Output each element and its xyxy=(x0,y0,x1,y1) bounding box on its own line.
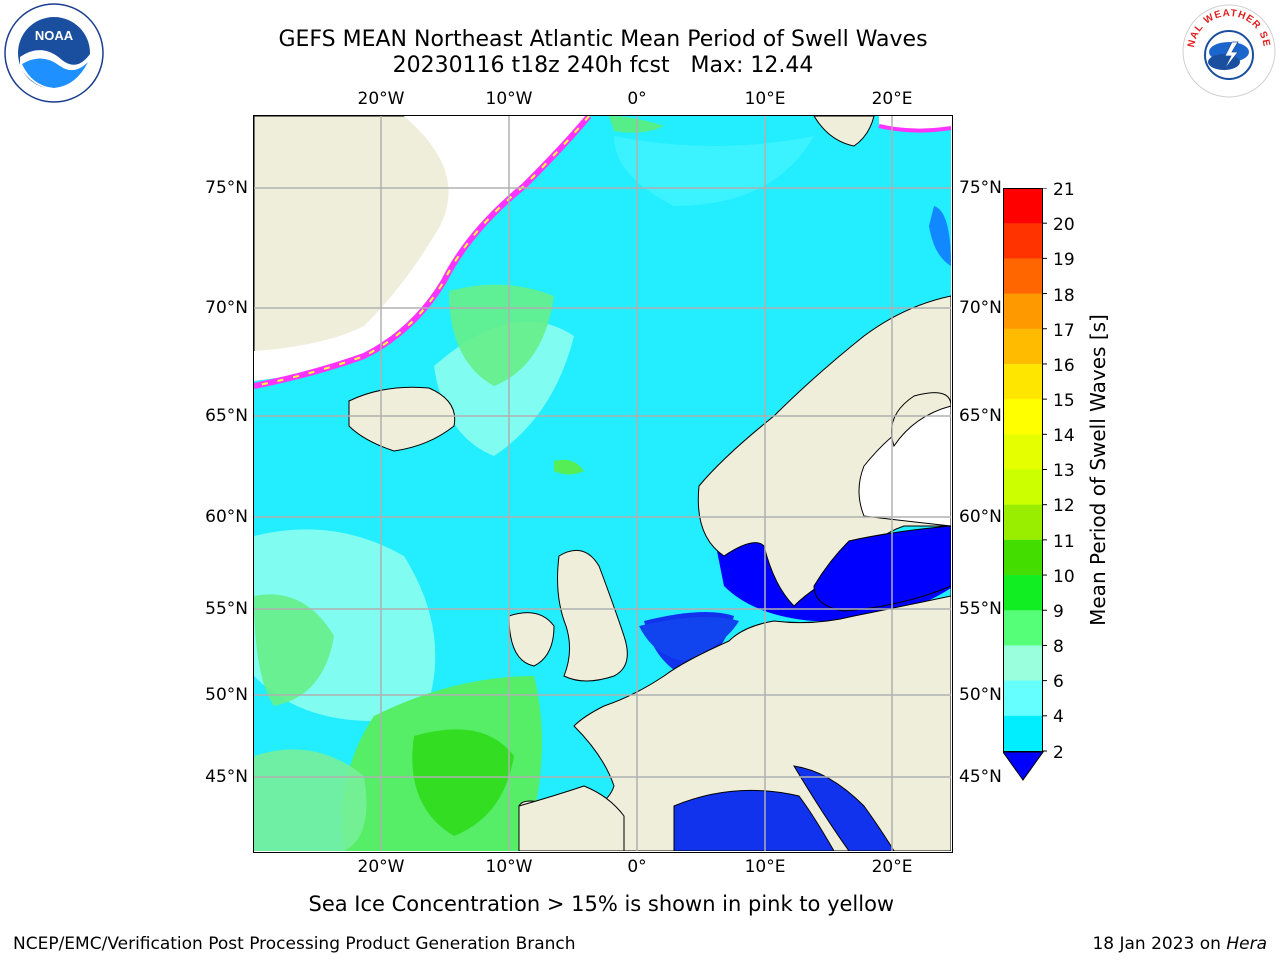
colorbar-label: 14 xyxy=(1053,426,1075,446)
colorbar-segment xyxy=(1003,680,1043,717)
colorbar-label: 17 xyxy=(1053,321,1075,341)
colorbar-label: 8 xyxy=(1053,637,1064,657)
swell-zone-north-sea-coast xyxy=(639,617,739,661)
graticule xyxy=(254,116,951,851)
colorbar-segment xyxy=(1003,223,1043,259)
swell-zone-faroe xyxy=(554,459,584,475)
map-area xyxy=(253,115,953,853)
colorbar-label: 2 xyxy=(1053,743,1064,763)
colorbar-segment xyxy=(1003,610,1043,646)
colorbar-segment xyxy=(1003,434,1043,470)
colorbar-label: 16 xyxy=(1053,356,1075,376)
colorbar-segment xyxy=(1003,645,1043,682)
left-lat-label: 50°N xyxy=(205,685,248,705)
colorbar-segment xyxy=(1003,575,1043,611)
baltic-sea xyxy=(813,525,951,612)
swell-zone-9-10s xyxy=(254,594,334,706)
swell-zone-9-10s xyxy=(449,284,554,386)
right-lat-label: 75°N xyxy=(959,178,1002,198)
right-lat-label: 45°N xyxy=(959,767,1002,787)
right-lat-label: 50°N xyxy=(959,685,1002,705)
colorbar-title: Mean Period of Swell Waves [s] xyxy=(1086,314,1110,626)
colorbar-label: 11 xyxy=(1053,532,1075,552)
top-lon-label: 0° xyxy=(627,89,647,109)
chart-subtitle: 20230116 t18z 240h fcst Max: 12.44 xyxy=(392,53,814,78)
sea-ice-note: Sea Ice Concentration > 15% is shown in … xyxy=(308,892,895,916)
bottom-lon-label: 10°W xyxy=(485,857,533,877)
nws-logo-icon: NATIONAL WEATHER SERVICE xyxy=(1180,2,1276,98)
colorbar-segment xyxy=(1003,399,1043,435)
colorbar-label: 6 xyxy=(1053,672,1064,692)
sea-ice-greenland xyxy=(254,116,589,381)
land-great-britain xyxy=(557,549,628,682)
top-lon-label: 10°W xyxy=(485,89,533,109)
swell-zone-9-10s xyxy=(254,749,367,851)
land-finland xyxy=(891,392,951,448)
colorbar-label: 13 xyxy=(1053,461,1075,481)
footer-date-text: 18 Jan 2023 on xyxy=(1092,934,1227,954)
chart-title: GEFS MEAN Northeast Atlantic Mean Period… xyxy=(278,27,928,52)
colorbar-segment xyxy=(1003,258,1043,295)
footer-host: Hera xyxy=(1226,934,1267,954)
right-lat-label: 60°N xyxy=(959,507,1002,527)
adriatic-sea xyxy=(793,765,895,851)
colorbar-segment xyxy=(1003,715,1043,752)
bottom-lon-label: 0° xyxy=(627,857,647,877)
bottom-lon-label: 20°W xyxy=(357,857,405,877)
colorbar xyxy=(1003,188,1047,781)
swell-zone-barents xyxy=(929,206,951,266)
colorbar-segment xyxy=(1003,504,1043,541)
bottom-lon-label: 20°E xyxy=(871,857,913,877)
noaa-logo-icon: NOAA xyxy=(4,3,104,103)
top-lon-label: 10°E xyxy=(744,89,786,109)
right-lat-label: 70°N xyxy=(959,298,1002,318)
colorbar-outline xyxy=(1003,188,1043,752)
land-ireland xyxy=(508,612,555,667)
colorbar-segment xyxy=(1003,293,1043,330)
left-lat-label: 60°N xyxy=(205,507,248,527)
colorbar-label: 4 xyxy=(1053,707,1064,727)
land-svalbard xyxy=(813,116,875,147)
colorbar-segment xyxy=(1003,539,1043,576)
top-lon-label: 20°E xyxy=(871,89,913,109)
footer-date: 18 Jan 2023 on Hera xyxy=(1092,934,1267,954)
colorbar-segment xyxy=(1003,363,1043,400)
colorbar-label: 18 xyxy=(1053,286,1075,306)
right-lat-label: 65°N xyxy=(959,406,1002,426)
top-lon-label: 20°W xyxy=(357,89,405,109)
noaa-logo-text: NOAA xyxy=(35,28,74,43)
colorbar-label: 15 xyxy=(1053,391,1075,411)
left-lat-label: 70°N xyxy=(205,298,248,318)
colorbar-segment xyxy=(1003,188,1043,224)
colorbar-label: 10 xyxy=(1053,567,1075,587)
colorbar-label: 21 xyxy=(1053,180,1075,200)
colorbar-segment xyxy=(1003,328,1043,365)
bottom-lon-label: 10°E xyxy=(744,857,786,877)
sea-ice-svalbard xyxy=(879,116,951,131)
mediterranean-sea xyxy=(673,789,835,851)
left-lat-label: 55°N xyxy=(205,599,248,619)
left-lat-label: 45°N xyxy=(205,767,248,787)
right-lat-label: 55°N xyxy=(959,599,1002,619)
footer-credit: NCEP/EMC/Verification Post Processing Pr… xyxy=(13,934,576,954)
colorbar-under-arrow xyxy=(1003,751,1044,781)
left-lat-label: 75°N xyxy=(205,178,248,198)
sea-ice-edge xyxy=(878,124,951,133)
colorbar-label: 9 xyxy=(1053,602,1064,622)
colorbar-label: 20 xyxy=(1053,215,1075,235)
colorbar-label: 12 xyxy=(1053,496,1075,516)
colorbar-label: 19 xyxy=(1053,250,1075,270)
swell-period-map xyxy=(254,116,951,851)
land-iberia xyxy=(518,785,625,851)
land-europe xyxy=(518,295,951,851)
swell-zone-10-11s xyxy=(412,729,514,836)
sea-ice-edge xyxy=(254,116,592,389)
left-lat-label: 65°N xyxy=(205,406,248,426)
land-iceland xyxy=(348,386,456,452)
colorbar-segment xyxy=(1003,469,1043,506)
